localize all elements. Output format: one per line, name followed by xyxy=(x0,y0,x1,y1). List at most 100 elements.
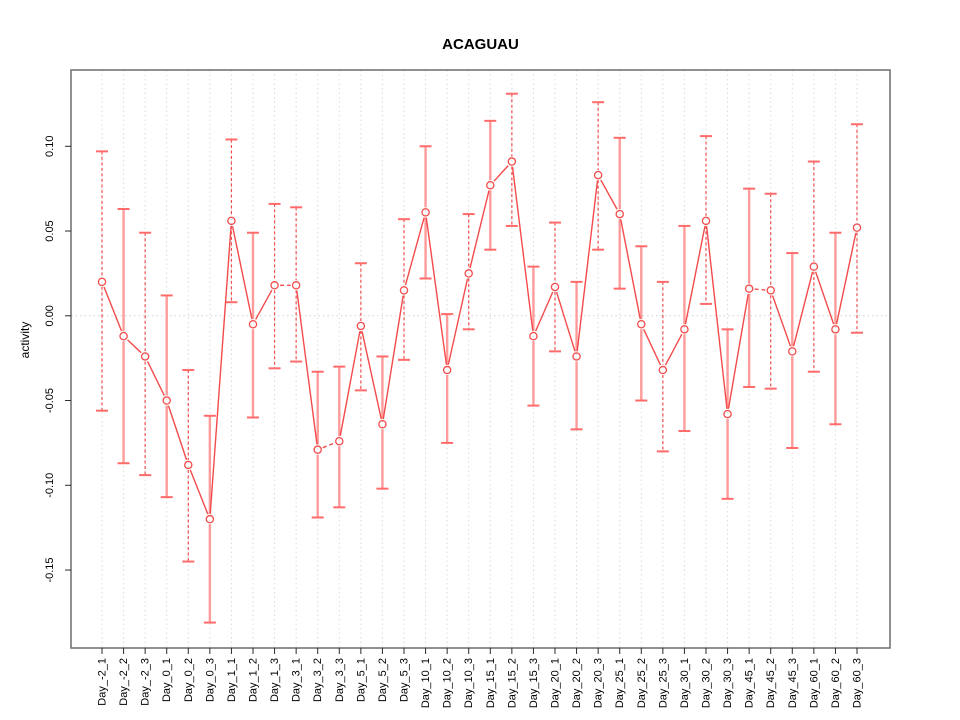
data-point xyxy=(788,347,797,356)
x-tick-label: Day_10_2 xyxy=(442,658,454,708)
data-point xyxy=(572,352,581,361)
series-segment xyxy=(534,291,554,332)
data-point xyxy=(399,286,409,295)
data-point xyxy=(378,420,387,429)
x-tick-label: Day_3_2 xyxy=(312,658,324,702)
data-point xyxy=(723,409,732,419)
series-segment xyxy=(339,331,361,436)
series-segment xyxy=(511,166,534,331)
x-tick-label: Day_25_1 xyxy=(614,658,626,708)
series-segment xyxy=(684,226,706,325)
data-point xyxy=(507,157,517,166)
data-point xyxy=(119,331,128,341)
data-point xyxy=(335,436,344,446)
series-segment xyxy=(425,217,448,365)
series-segment xyxy=(167,405,188,460)
series-segment xyxy=(469,190,490,269)
series-segment xyxy=(447,278,469,365)
y-tick-label: -0.10 xyxy=(44,473,56,498)
data-point xyxy=(637,320,646,329)
x-tick-label: Day_-2_2 xyxy=(118,658,130,706)
series-segment xyxy=(835,232,857,325)
x-tick-label: Day_1_3 xyxy=(269,658,281,702)
y-axis-label: activity xyxy=(18,321,32,359)
y-tick-label: 0.05 xyxy=(44,220,56,241)
data-point xyxy=(248,320,258,329)
series-segment xyxy=(255,289,273,320)
series-segment xyxy=(642,328,662,366)
x-tick-label: Day_45_1 xyxy=(744,658,756,708)
x-tick-label: Day_1_2 xyxy=(248,658,260,702)
data-point xyxy=(356,321,366,331)
x-tick-label: Day_20_3 xyxy=(593,658,605,708)
series-segment xyxy=(361,331,382,420)
series-segment xyxy=(127,339,142,354)
x-tick-label: Day_20_2 xyxy=(571,658,583,708)
data-point xyxy=(852,223,862,232)
series-segment xyxy=(493,165,509,182)
y-tick-label: -0.05 xyxy=(44,388,56,413)
x-tick-label: Day_0_2 xyxy=(183,658,195,702)
x-tick-label: Day_10_1 xyxy=(420,658,432,708)
data-point xyxy=(97,277,107,287)
series-segment xyxy=(189,469,209,515)
series-segment xyxy=(296,290,318,445)
y-tick-label: 0.10 xyxy=(44,136,56,157)
data-point xyxy=(205,514,215,524)
data-point xyxy=(227,216,236,226)
x-tick-label: Day_45_2 xyxy=(765,658,777,708)
x-tick-label: Day_45_3 xyxy=(787,658,799,708)
data-point xyxy=(313,445,322,454)
x-tick-label: Day_60_1 xyxy=(808,658,820,708)
x-tick-label: Day_25_3 xyxy=(657,658,669,708)
data-point xyxy=(529,331,538,341)
y-tick-label: -0.15 xyxy=(44,557,56,582)
data-point xyxy=(550,282,560,292)
x-tick-label: Day_-2_1 xyxy=(97,658,109,706)
x-tick-label: Day_15_1 xyxy=(485,658,497,708)
x-tick-label: Day_20_1 xyxy=(550,658,562,708)
x-tick-label: Day_30_1 xyxy=(679,658,691,708)
x-tick-label: Day_0_1 xyxy=(161,658,173,702)
data-point xyxy=(140,352,150,361)
series-segment xyxy=(322,442,335,449)
data-point xyxy=(680,325,689,334)
x-tick-label: Day_1_1 xyxy=(226,658,238,702)
series-segment xyxy=(103,286,123,332)
series-segment xyxy=(231,226,253,320)
series-segment xyxy=(814,271,835,325)
data-point xyxy=(701,216,711,226)
x-tick-label: Day_15_2 xyxy=(506,658,518,708)
series-segment xyxy=(705,226,728,409)
series-segment xyxy=(727,293,749,409)
series-segment xyxy=(382,295,404,419)
data-point xyxy=(184,460,193,470)
chart-title: ACAGUAU xyxy=(442,36,519,53)
x-tick-label: Day_30_2 xyxy=(701,658,713,708)
data-point xyxy=(464,269,473,278)
series-segment xyxy=(620,219,641,319)
x-tick-label: Day_25_2 xyxy=(636,658,648,708)
series-segment xyxy=(146,361,165,396)
data-point xyxy=(744,284,754,293)
data-point xyxy=(162,396,171,405)
data-point xyxy=(486,181,495,190)
data-point xyxy=(442,365,452,375)
x-tick-label: Day_15_3 xyxy=(528,658,540,708)
x-tick-label: Day_60_2 xyxy=(830,658,842,708)
x-tick-label: Day_5_2 xyxy=(377,658,389,702)
data-point xyxy=(766,286,775,295)
data-point xyxy=(291,281,301,290)
series-segment xyxy=(576,180,599,352)
x-tick-label: Day_3_3 xyxy=(334,658,346,702)
series-segment xyxy=(209,226,232,514)
data-point xyxy=(809,262,819,271)
x-tick-label: Day_5_1 xyxy=(355,658,367,702)
x-tick-label: Day_-2_3 xyxy=(140,658,152,706)
series-segment xyxy=(600,179,618,210)
x-tick-label: Day_10_3 xyxy=(463,658,475,708)
x-tick-label: Day_30_3 xyxy=(722,658,734,708)
data-point xyxy=(658,365,668,375)
